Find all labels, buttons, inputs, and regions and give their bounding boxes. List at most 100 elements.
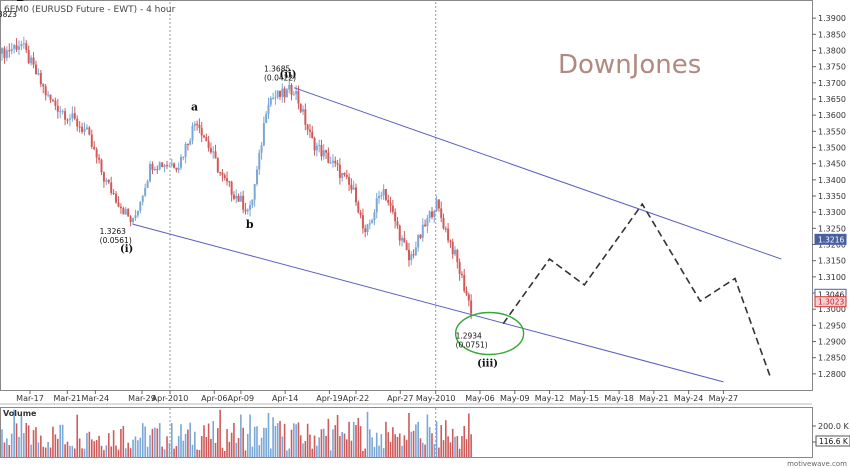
candle-body [456,250,459,263]
volume-bar [214,442,217,457]
candle-body [242,195,245,210]
candle-body [144,187,147,196]
candle-body [285,89,288,98]
volume-bar [382,448,385,457]
candle-body [149,163,152,182]
volume-bar [456,436,459,457]
candle-body [269,98,272,105]
candle-body [151,163,154,170]
x-tick-label: Apr-09 [228,394,254,403]
volume-bar [228,441,231,457]
candle-body [30,57,33,64]
candle-body [451,241,454,255]
candle-body [449,240,452,242]
volume-bar [240,414,242,457]
volume-bar [304,441,307,457]
volume-bar [187,429,189,457]
candle-body [437,199,440,209]
y-tick-label: 1.3450 [818,160,846,169]
volume-bar [146,446,149,457]
volume-bar [405,439,408,457]
candle-body [417,234,420,248]
candle-body [380,195,383,197]
candle-body [34,64,37,75]
candle-body [274,97,277,99]
x-tick-label: May-21 [639,394,668,403]
candle-body [8,50,11,52]
candle-body [237,195,240,202]
candle-body [407,249,410,261]
candle-body [230,181,233,195]
x-tick-label: Apr-14 [272,394,298,403]
volume-bar [320,429,323,457]
volume-pane [0,407,813,458]
candle-body [13,45,16,49]
candle-body [182,156,185,158]
candle-body [54,100,57,106]
candle-body [189,140,192,145]
volume-bar [191,444,194,457]
candle-body [78,126,81,128]
x-tick-label: Mar-24 [82,394,110,403]
volume-bar [59,424,62,457]
y-axis: 1.3900 1.3850 1.3800 1.3750 1.3700 1.3650 1.36… [812,14,847,379]
volume-bar [1,429,3,457]
candle-body [184,143,187,157]
x-tick-label: Apr-06 [201,394,227,403]
volume-bar [345,439,348,457]
candle-body [27,50,30,64]
volume-bar [463,425,466,457]
candle-body [93,146,96,150]
volume-bar [205,436,208,457]
candle-body [88,127,91,135]
candle-body [59,111,62,113]
volume-bar [149,435,151,457]
candle-body [216,158,219,173]
candle-body [136,210,139,216]
candle-body [272,98,275,100]
volume-bar [408,412,410,457]
candle-body [382,189,385,196]
candle-body [334,160,337,164]
volume-bar [276,423,279,457]
volume-bar [417,421,419,457]
volume-bar [369,429,371,457]
wave-label: (iii) [477,359,498,370]
candle-body [375,198,378,213]
volume-bar [375,432,378,457]
candle-body [129,216,132,223]
candle-body [322,150,325,157]
price-change-label: (0.0561) [100,236,132,245]
candle-body [191,125,194,141]
volume-bar [297,422,300,457]
volume-bar [170,423,173,457]
candle-body [83,129,86,132]
volume-bar [279,420,281,457]
volume-bar [98,435,100,457]
candle-body [112,192,115,194]
volume-bar [74,448,76,457]
candle-body [56,105,59,112]
wave-label: b [246,218,254,231]
x-tick-label: May-09 [500,394,529,403]
volume-bar [341,431,343,457]
candle-body [405,242,408,250]
price-change-label: (0.0422) [264,74,296,83]
candle-body [424,224,427,227]
volume-bar [366,411,369,457]
volume-bars [1,409,472,457]
volume-bar [144,426,146,457]
candle-body [403,237,406,243]
candles [1,36,473,320]
volume-bar [449,442,452,457]
volume-bar [357,417,360,457]
candle-body [260,145,263,153]
volume-bar [424,444,426,457]
channel-line [132,223,724,383]
volume-bar [392,427,394,457]
candle-body [221,172,224,176]
volume-bar [387,432,390,457]
candle-body [66,119,69,121]
y-tick-label: 1.3500 [818,144,846,153]
